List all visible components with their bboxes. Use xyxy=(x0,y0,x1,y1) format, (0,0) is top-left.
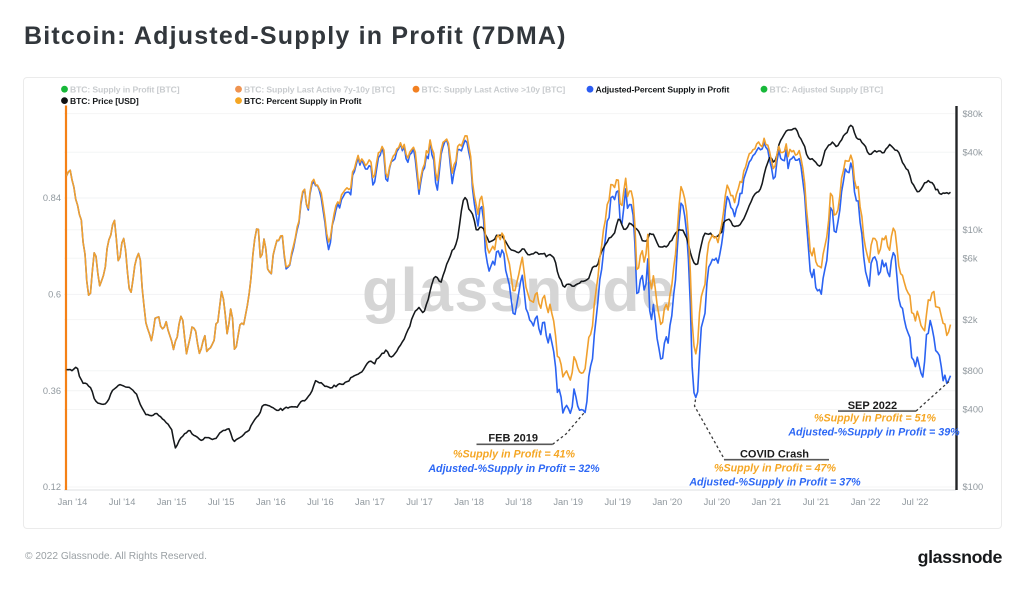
svg-text:BTC: Price [USD]: BTC: Price [USD] xyxy=(70,96,139,106)
svg-text:$6k: $6k xyxy=(963,254,978,264)
svg-text:%Supply in Profit = 51%: %Supply in Profit = 51% xyxy=(814,412,937,424)
svg-text:$100: $100 xyxy=(963,482,984,492)
svg-text:Jul '20: Jul '20 xyxy=(704,497,731,507)
svg-text:%Supply in Profit = 41%: %Supply in Profit = 41% xyxy=(453,449,576,461)
svg-text:Jul '22: Jul '22 xyxy=(902,497,929,507)
svg-text:0.36: 0.36 xyxy=(43,386,61,396)
svg-text:0.84: 0.84 xyxy=(43,193,61,203)
svg-text:Jan '19: Jan '19 xyxy=(553,497,583,507)
svg-text:Jan '22: Jan '22 xyxy=(851,497,881,507)
svg-text:BTC: Supply Last Active 7y-10y: BTC: Supply Last Active 7y-10y [BTC] xyxy=(244,85,395,95)
svg-text:Jan '16: Jan '16 xyxy=(256,497,286,507)
svg-text:$80k: $80k xyxy=(963,109,984,119)
svg-text:Adjusted-%Supply in Profit = 3: Adjusted-%Supply in Profit = 39% xyxy=(787,426,960,438)
svg-text:Adjusted-Percent Supply in Pro: Adjusted-Percent Supply in Profit xyxy=(596,85,730,95)
svg-text:Jan '17: Jan '17 xyxy=(355,497,385,507)
svg-text:Jan '21: Jan '21 xyxy=(752,497,782,507)
svg-text:Jan '20: Jan '20 xyxy=(652,497,682,507)
svg-text:$2k: $2k xyxy=(963,315,978,325)
svg-text:BTC: Supply Last Active >10y [: BTC: Supply Last Active >10y [BTC] xyxy=(422,85,566,95)
svg-text:BTC: Adjusted Supply [BTC]: BTC: Adjusted Supply [BTC] xyxy=(770,85,884,95)
svg-text:FEB 2019: FEB 2019 xyxy=(488,433,538,445)
svg-text:Jul '15: Jul '15 xyxy=(208,497,235,507)
svg-text:Jul '19: Jul '19 xyxy=(605,497,632,507)
svg-text:%Supply in Profit = 47%: %Supply in Profit = 47% xyxy=(714,463,837,475)
svg-text:BTC: Supply in Profit [BTC]: BTC: Supply in Profit [BTC] xyxy=(70,85,180,95)
svg-text:Jul '17: Jul '17 xyxy=(406,497,433,507)
svg-text:COVID Crash: COVID Crash xyxy=(740,448,809,460)
svg-text:Jul '16: Jul '16 xyxy=(307,497,334,507)
svg-text:$10k: $10k xyxy=(963,225,984,235)
svg-text:$40k: $40k xyxy=(963,148,984,158)
svg-text:$400: $400 xyxy=(963,405,984,415)
svg-text:BTC: Percent Supply in Profit: BTC: Percent Supply in Profit xyxy=(244,96,362,106)
svg-text:Jan '15: Jan '15 xyxy=(157,497,187,507)
svg-text:Jan '18: Jan '18 xyxy=(454,497,484,507)
svg-text:SEP 2022: SEP 2022 xyxy=(848,400,897,412)
svg-text:$800: $800 xyxy=(963,366,984,376)
svg-text:Jul '14: Jul '14 xyxy=(109,497,136,507)
svg-text:0.6: 0.6 xyxy=(48,290,61,300)
svg-text:0.12: 0.12 xyxy=(43,482,61,492)
svg-text:Jul '21: Jul '21 xyxy=(803,497,830,507)
svg-text:Adjusted-%Supply in Profit = 3: Adjusted-%Supply in Profit = 32% xyxy=(427,463,600,475)
svg-text:Adjusted-%Supply in Profit = 3: Adjusted-%Supply in Profit = 37% xyxy=(688,476,861,488)
svg-text:Jan '14: Jan '14 xyxy=(58,497,88,507)
svg-text:Jul '18: Jul '18 xyxy=(505,497,532,507)
